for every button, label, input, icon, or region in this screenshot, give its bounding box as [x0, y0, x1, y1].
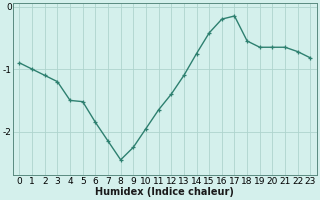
X-axis label: Humidex (Indice chaleur): Humidex (Indice chaleur) — [95, 187, 234, 197]
